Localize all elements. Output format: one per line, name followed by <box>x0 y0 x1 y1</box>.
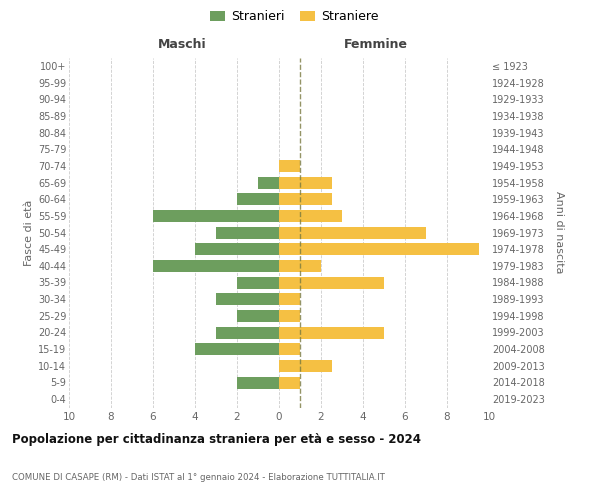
Bar <box>195 243 279 255</box>
Bar <box>279 210 342 222</box>
Legend: Stranieri, Straniere: Stranieri, Straniere <box>206 6 382 26</box>
Bar <box>279 260 321 272</box>
Bar <box>279 276 384 288</box>
Text: Maschi: Maschi <box>158 38 207 51</box>
Bar <box>195 343 279 355</box>
Bar <box>279 176 331 188</box>
Bar <box>237 276 279 288</box>
Bar <box>279 343 300 355</box>
Bar <box>279 243 479 255</box>
Text: COMUNE DI CASAPE (RM) - Dati ISTAT al 1° gennaio 2024 - Elaborazione TUTTITALIA.: COMUNE DI CASAPE (RM) - Dati ISTAT al 1°… <box>12 473 385 482</box>
Bar <box>237 193 279 205</box>
Bar <box>279 360 331 372</box>
Y-axis label: Fasce di età: Fasce di età <box>23 200 34 266</box>
Bar <box>216 293 279 305</box>
Bar <box>279 326 384 338</box>
Bar <box>153 260 279 272</box>
Bar <box>279 226 426 238</box>
Bar <box>258 176 279 188</box>
Bar <box>216 226 279 238</box>
Bar <box>216 326 279 338</box>
Bar <box>279 293 300 305</box>
Text: Femmine: Femmine <box>344 38 407 51</box>
Bar <box>237 310 279 322</box>
Text: Popolazione per cittadinanza straniera per età e sesso - 2024: Popolazione per cittadinanza straniera p… <box>12 432 421 446</box>
Bar <box>279 160 300 172</box>
Bar <box>237 376 279 388</box>
Y-axis label: Anni di nascita: Anni di nascita <box>554 191 564 274</box>
Bar <box>153 210 279 222</box>
Bar <box>279 310 300 322</box>
Bar <box>279 376 300 388</box>
Bar <box>279 193 331 205</box>
